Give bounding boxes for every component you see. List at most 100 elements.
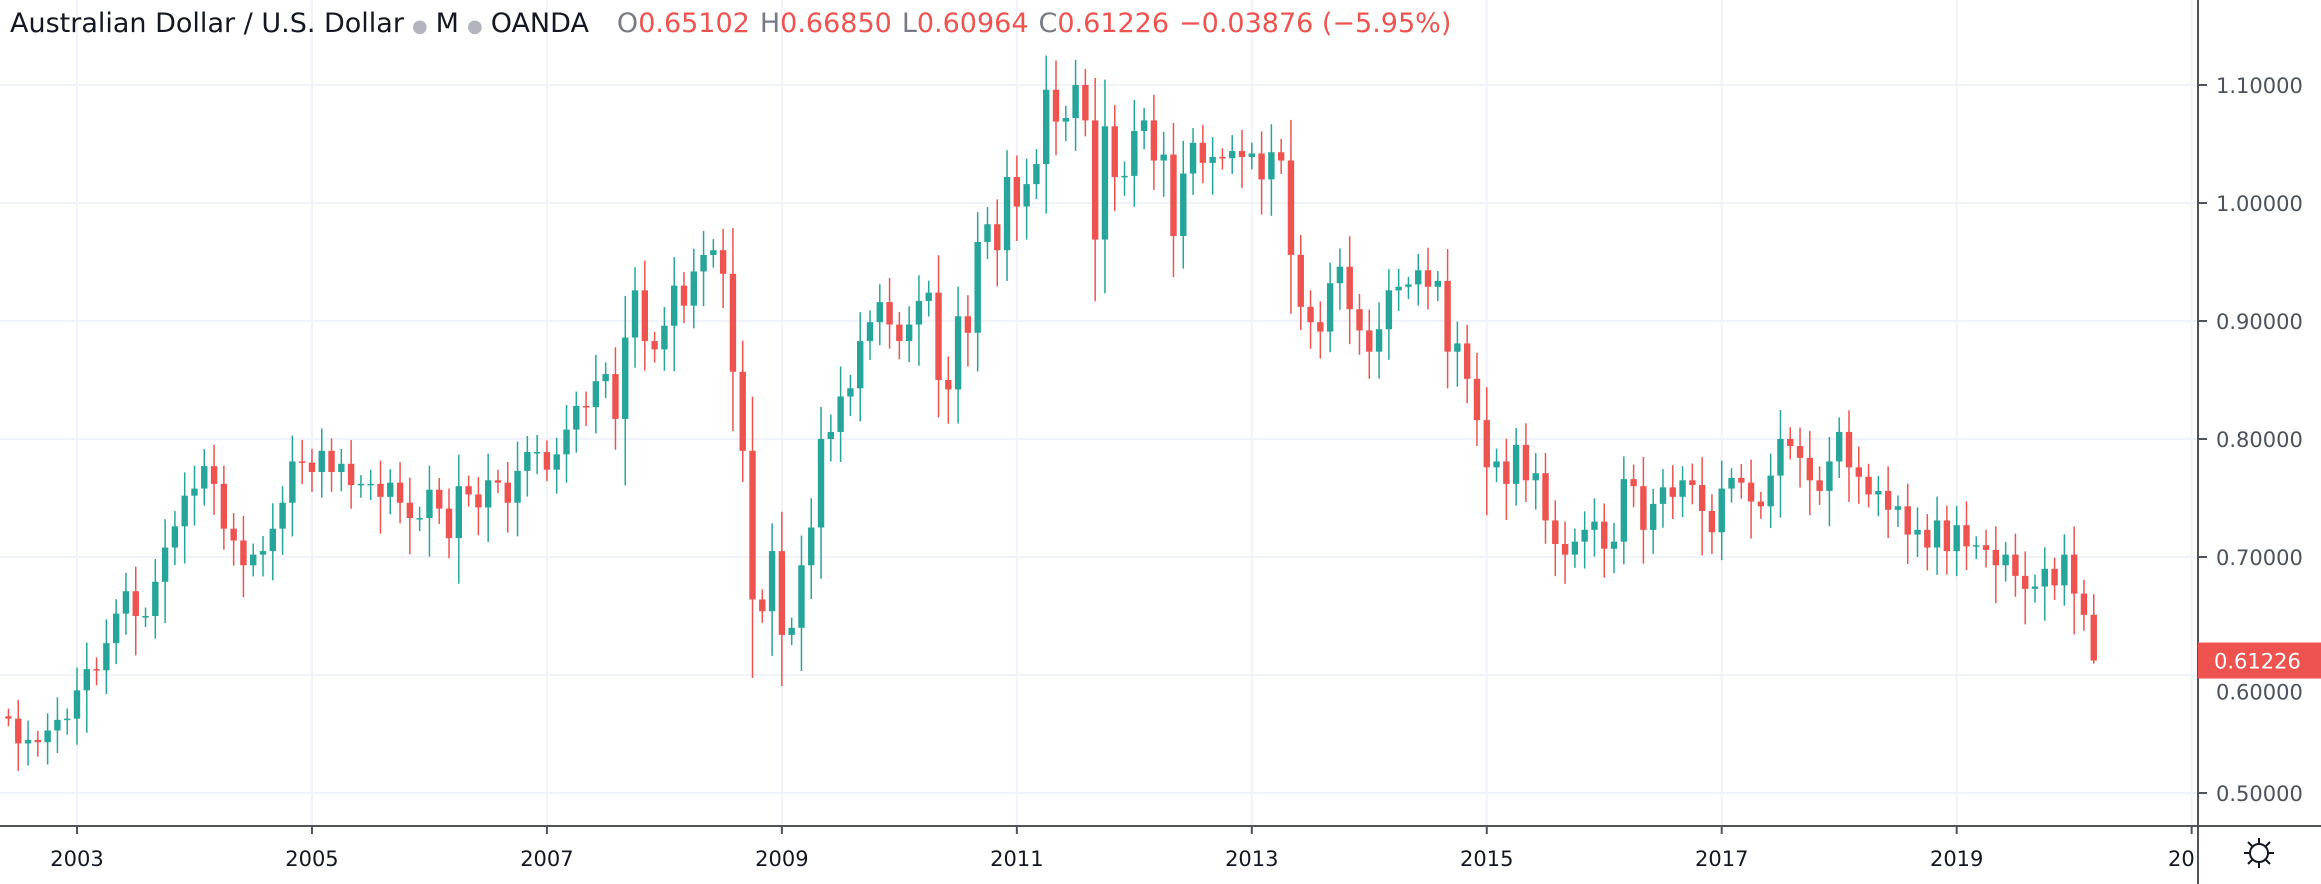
candle <box>1013 155 1021 241</box>
candle-body <box>1121 175 1128 178</box>
candle <box>152 559 159 639</box>
candle-body <box>1796 446 1804 458</box>
candle <box>142 607 149 628</box>
candle-body <box>1013 177 1021 207</box>
candle <box>876 284 883 346</box>
candle <box>1454 321 1461 387</box>
candle-body <box>347 463 355 486</box>
candle <box>1180 140 1187 269</box>
candle-body <box>191 488 198 496</box>
candle-body <box>1542 473 1549 521</box>
candle-body <box>857 341 864 389</box>
candle <box>543 440 551 482</box>
candle-body <box>1415 270 1422 285</box>
candle-body <box>15 718 22 744</box>
candle-body <box>1395 286 1402 291</box>
price-tick-label: 0.90000 <box>2216 310 2303 334</box>
candle <box>465 475 472 507</box>
candle-body <box>289 461 296 503</box>
candle-body <box>788 627 795 635</box>
candle-body <box>524 451 531 471</box>
price-tick-label: 0.70000 <box>2216 546 2303 570</box>
candle <box>1150 94 1158 190</box>
candle <box>896 311 903 360</box>
candle-body <box>103 643 110 671</box>
candle <box>768 523 776 656</box>
candle-body <box>1649 503 1657 530</box>
candle <box>1689 463 1696 505</box>
candle-body <box>984 224 991 242</box>
candle-body <box>1463 343 1471 379</box>
candle <box>1503 438 1510 520</box>
candle-body <box>2051 568 2058 586</box>
candle <box>1170 122 1177 278</box>
candle-body <box>1561 544 1569 555</box>
candle-body <box>279 502 286 529</box>
time-axis[interactable]: 2003 2005 2007 2009 2011 2013 2015 2017 2019 20 <box>50 826 2195 871</box>
candle <box>1268 124 1275 216</box>
candle-body <box>220 483 228 529</box>
candle-body <box>1170 154 1177 237</box>
candle <box>759 589 766 623</box>
candle-body <box>1209 156 1216 163</box>
candle <box>1796 427 1804 488</box>
candle <box>377 460 384 534</box>
candle-body <box>1424 270 1432 287</box>
candle-body <box>1444 280 1451 352</box>
candle <box>1777 410 1784 518</box>
candle-body <box>1620 479 1628 542</box>
candle <box>269 503 276 581</box>
candle <box>240 515 247 598</box>
candle-body <box>817 439 825 528</box>
candle-body <box>514 470 521 503</box>
candle-body <box>1375 329 1383 352</box>
close-value: 0.61226 <box>1057 8 1170 39</box>
candle <box>1698 457 1706 556</box>
candle-body <box>112 613 120 644</box>
candle <box>396 462 404 524</box>
candle-body <box>1258 153 1265 180</box>
candle <box>1669 465 1676 520</box>
candle <box>1914 507 1921 557</box>
candle-body <box>641 290 649 342</box>
candle-body <box>240 540 247 566</box>
candle-body <box>1493 461 1500 468</box>
candle-body <box>1875 490 1882 495</box>
symbol-title[interactable]: Australian Dollar / U.S. Dollar <box>10 8 404 39</box>
candle <box>1561 521 1569 584</box>
change-value: −0.03876 (−5.95%) <box>1179 8 1452 39</box>
candle-body <box>2041 568 2048 587</box>
candle <box>494 469 502 494</box>
candle <box>680 272 688 324</box>
price-axis[interactable]: 1.10000 1.00000 0.90000 0.80000 0.70000 0.600… <box>2198 74 2303 806</box>
time-tick-label: 2009 <box>755 847 808 871</box>
candle-body <box>54 719 61 731</box>
candle-body <box>1581 529 1588 542</box>
candle <box>798 535 805 672</box>
candle <box>122 572 130 635</box>
candle-body <box>210 466 218 484</box>
candle-body <box>1738 477 1745 483</box>
candle <box>1816 466 1823 505</box>
candle <box>1101 79 1109 294</box>
candle-body <box>1248 153 1255 157</box>
candle-body <box>563 429 570 455</box>
candle-body <box>974 241 981 333</box>
interval[interactable]: M <box>435 8 459 39</box>
candle <box>1444 249 1451 389</box>
gear-icon[interactable] <box>2242 836 2276 870</box>
candle-body <box>896 324 903 342</box>
candle-body <box>1933 520 1941 548</box>
candle-body <box>1072 85 1079 119</box>
candle-body <box>484 480 492 508</box>
candle <box>1366 309 1373 379</box>
candle-body <box>1904 506 1911 535</box>
candle-body <box>1571 541 1579 555</box>
time-tick-label: 20 <box>2168 847 2195 871</box>
candle-body <box>661 325 668 350</box>
time-tick-label: 2015 <box>1460 847 1513 871</box>
candle-body <box>1708 510 1716 533</box>
candle-body <box>269 528 276 552</box>
candle-body <box>1268 152 1275 180</box>
